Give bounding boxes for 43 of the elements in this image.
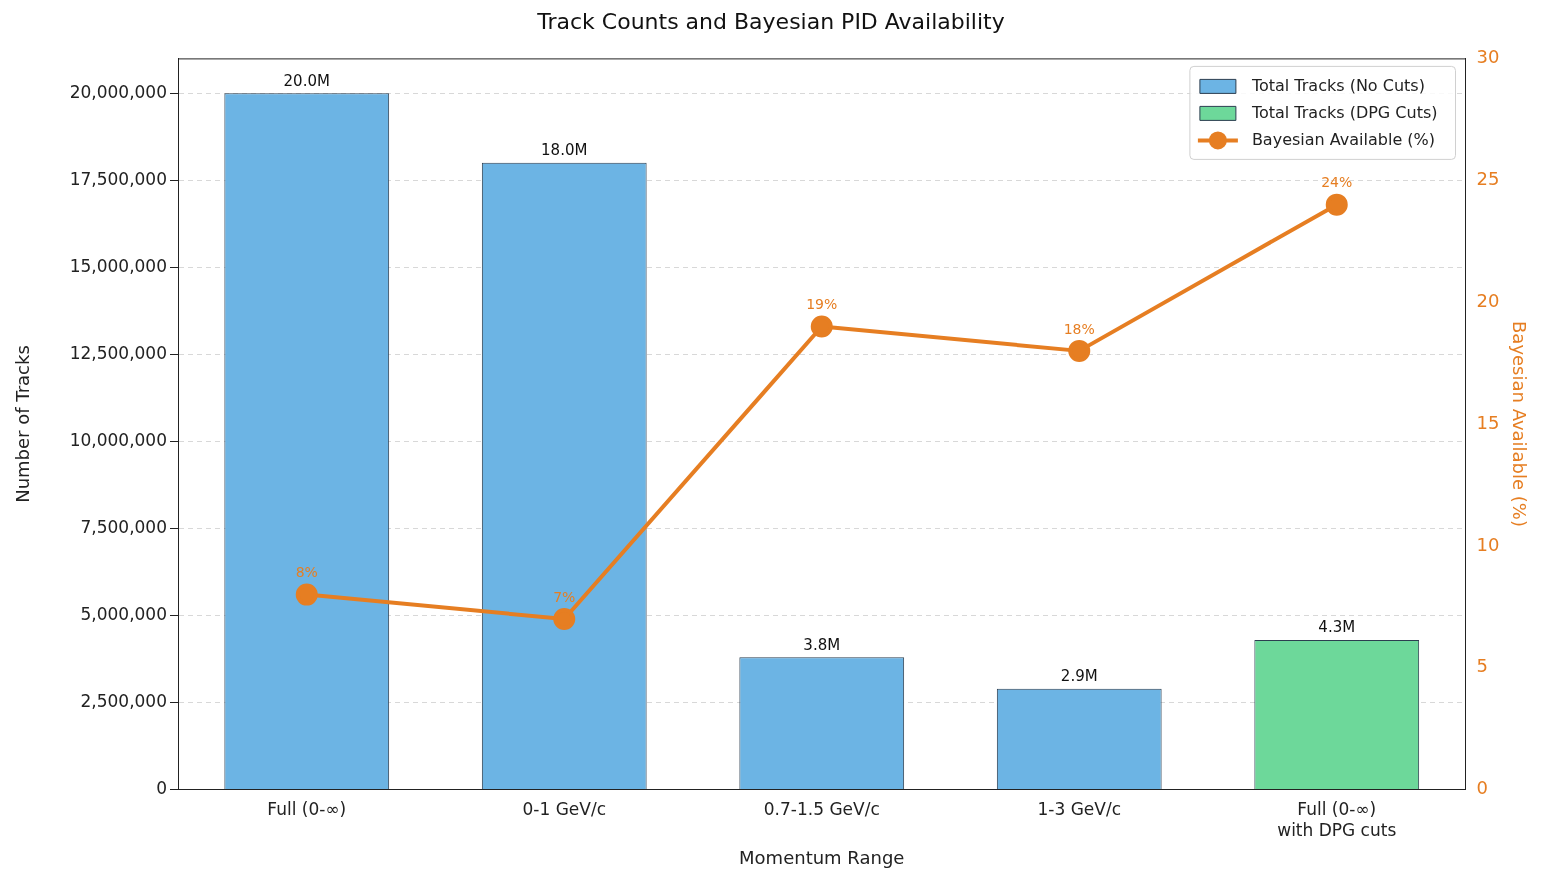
data-label: 7% bbox=[553, 588, 576, 605]
y-tick-label: 2,500,000 bbox=[80, 690, 167, 711]
chart-title: Track Counts and Bayesian PID Availability bbox=[536, 8, 1005, 34]
legend-label: Total Tracks (DPG Cuts) bbox=[1250, 102, 1438, 122]
y-axis-title: Number of Tracks bbox=[12, 345, 34, 503]
point bbox=[553, 607, 576, 630]
x-tick-label: Full (0-∞) bbox=[267, 799, 347, 820]
data-label: 20.0M bbox=[283, 71, 330, 90]
y2-tick-label: 25 bbox=[1476, 167, 1500, 189]
data-label: 24% bbox=[1321, 174, 1353, 191]
y-tick-label: 7,500,000 bbox=[80, 516, 167, 537]
x-tick-label: 0.7-1.5 GeV/c bbox=[763, 799, 880, 820]
y2-tick-label: 15 bbox=[1476, 411, 1500, 433]
x-axis-title: Momentum Range bbox=[739, 846, 905, 868]
y-tick-label: 17,500,000 bbox=[69, 168, 167, 189]
point bbox=[1325, 193, 1348, 216]
x-tick-label: 1-3 GeV/c bbox=[1037, 799, 1121, 820]
data-label: 19% bbox=[806, 296, 838, 313]
y-tick-label: 15,000,000 bbox=[69, 255, 167, 276]
y-tick-label: 5,000,000 bbox=[80, 603, 167, 624]
y-tick-label: 0 bbox=[156, 778, 167, 799]
data-label: 3.8M bbox=[803, 635, 841, 654]
x-tick-label: 0-1 GeV/c bbox=[522, 799, 607, 820]
y-tick-label: 10,000,000 bbox=[69, 429, 167, 450]
point bbox=[810, 315, 833, 338]
y2-tick-label: 20 bbox=[1476, 289, 1500, 311]
data-label: 2.9M bbox=[1060, 667, 1098, 686]
y-tick-label: 12,500,000 bbox=[69, 342, 167, 363]
data-label: 18% bbox=[1063, 320, 1095, 337]
x-tick-label: Full (0-∞) with DPG cuts bbox=[1277, 799, 1397, 840]
y-tick-label: 20,000,000 bbox=[69, 81, 167, 102]
y2-tick-label: 5 bbox=[1476, 655, 1488, 677]
data-label: 18.0M bbox=[541, 141, 588, 160]
legend-label: Bayesian Available (%) bbox=[1251, 129, 1435, 149]
point bbox=[1068, 339, 1091, 362]
y2-tick-label: 30 bbox=[1476, 46, 1500, 68]
data-label: 8% bbox=[295, 564, 318, 581]
y2-tick-label: 10 bbox=[1476, 533, 1500, 555]
point bbox=[295, 583, 318, 606]
y2-tick-label: 0 bbox=[1476, 777, 1488, 799]
data-label: 4.3M bbox=[1318, 618, 1356, 637]
y2-axis-title: Bayesian Available (%) bbox=[1508, 321, 1530, 527]
legend-label: Total Tracks (No Cuts) bbox=[1250, 75, 1425, 95]
